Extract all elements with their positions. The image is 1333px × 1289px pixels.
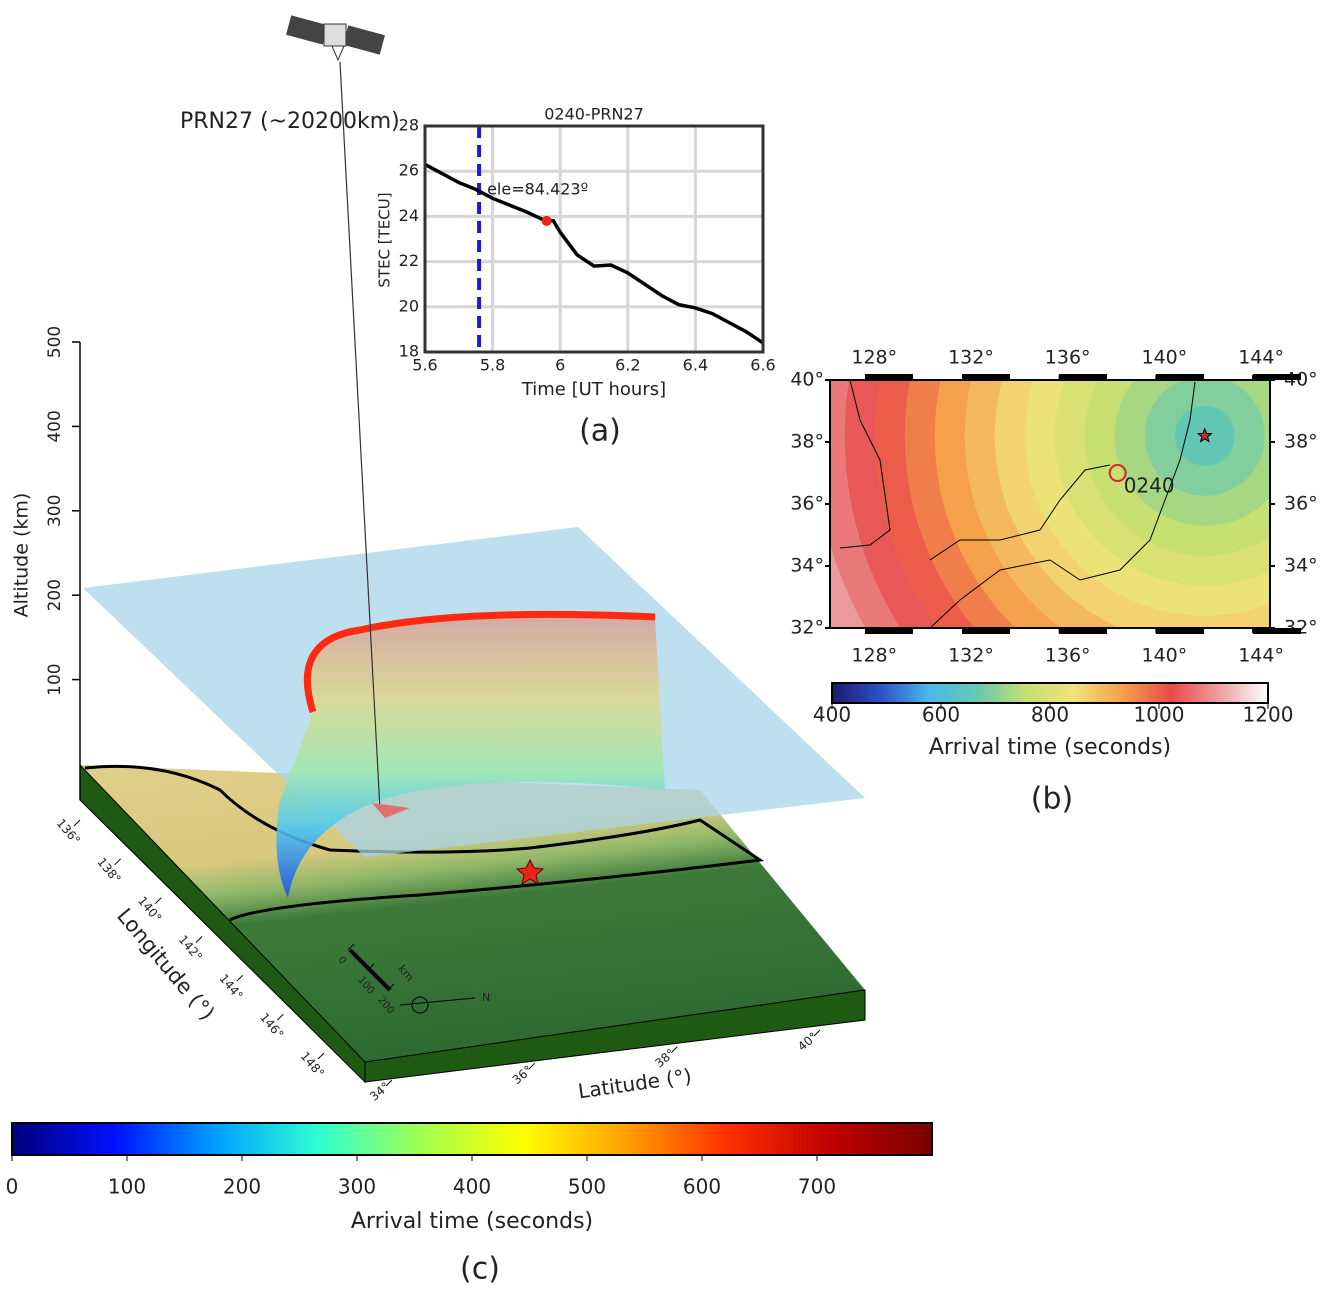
colorbar-tick-label: 200 [223,1175,261,1199]
altitude-tick-label: 200 [45,579,65,611]
frame-dash [1156,628,1204,634]
highlight-point [542,216,552,226]
panel-label: (c) [460,1252,500,1287]
altitude-tick-label: 400 [45,410,65,442]
frame-dash [1156,374,1204,380]
x-tick-label: 136° [1045,347,1091,369]
panel-label: (a) [579,414,621,449]
frame-dash [1059,374,1107,380]
y-tick-label: 38° [790,431,824,453]
colorbar-tick-label: 700 [798,1175,836,1199]
x-tick-label: 128° [851,347,897,369]
y-tick-label: 36° [790,493,824,515]
axis-tick [318,1053,324,1059]
satellite-label: PRN27 (~20200km) [180,109,400,134]
y-tick-label: 18 [399,342,419,361]
x-tick-label: 140° [1141,645,1187,667]
frame-dash [962,374,1010,380]
altitude-label: Altitude (km) [11,493,33,618]
y-axis-label: STEC [TECU] [376,192,394,287]
colorbar [832,683,1268,703]
y-tick-label: 34° [790,555,824,577]
north-label: N [482,991,490,1004]
altitude-tick-label: 100 [45,663,65,695]
colorbar-tick-label: 300 [338,1175,376,1199]
x-tick-label: 136° [1045,645,1091,667]
annotation: ele=84.423º [487,180,588,199]
axis-tick [155,898,161,904]
y-tick-label: 24 [399,206,419,225]
panel-label: (b) [1031,782,1073,817]
x-tick-label: 144° [1238,645,1284,667]
colorbar-label: Arrival time (seconds) [351,1209,593,1234]
colorbar-tick-label: 400 [813,703,851,727]
latitude-label: Latitude (°) [577,1064,694,1104]
y-tick-label: 20 [399,296,419,315]
axis-tick [74,820,80,826]
axis-tick [277,1014,283,1020]
figure: PRN27 (~20200km) Altitude (km) Longitude… [0,0,1333,1289]
station-label: 0240 [1124,474,1175,498]
colorbar [12,1123,932,1155]
y-tick-label: 32° [1284,617,1318,639]
frame-dash [1253,628,1301,634]
x-tick-label: 6.6 [750,356,775,375]
y-tick-label: 40° [790,369,824,391]
y-tick-label: 28 [399,116,419,135]
frame-dash [865,374,913,380]
colorbar-tick-label: 800 [1031,703,1069,727]
x-tick-label: 132° [948,645,994,667]
colorbar-tick-label: 500 [568,1175,606,1199]
colorbar-label: Arrival time (seconds) [929,735,1171,760]
chart-title: 0240-PRN27 [544,105,644,124]
x-tick-label: 132° [948,347,994,369]
colorbar-tick-label: 600 [683,1175,721,1199]
x-tick-label: 6.2 [615,356,640,375]
scene: PRN27 (~20200km) Altitude (km) Longitude… [11,15,866,1103]
axis-tick [196,937,202,943]
colorbar-tick-label: 0 [6,1175,19,1199]
colorbar-tick-label: 600 [922,703,960,727]
y-tick-label: 22 [399,251,419,270]
y-tick-label: 32° [790,617,824,639]
y-tick-label: 34° [1284,555,1318,577]
axis-tick [115,859,121,865]
altitude-tick-label: 500 [45,326,65,358]
satellite [286,15,385,60]
y-tick-label: 26 [399,161,419,180]
x-tick-label: 144° [1238,347,1284,369]
x-tick-label: 128° [851,645,897,667]
plot-frame [425,126,763,352]
stec-line [425,164,763,343]
y-tick-label: 38° [1284,431,1318,453]
frame-dash [962,628,1010,634]
colorbar-tick-label: 400 [453,1175,491,1199]
x-tick-label: 5.8 [480,356,505,375]
frame-dash [865,628,913,634]
colorbar-tick-label: 1000 [1134,703,1185,727]
colorbar-tick-label: 1200 [1243,703,1294,727]
x-tick-label: 140° [1141,347,1187,369]
altitude-tick-label: 300 [45,495,65,527]
frame-dash [1253,374,1301,380]
x-tick-label: 6.4 [683,356,708,375]
axis-tick [237,975,243,981]
x-axis-label: Time [UT hours] [521,379,666,400]
frame-dash [1059,628,1107,634]
colorbar-tick-label: 100 [108,1175,146,1199]
x-tick-label: 6 [555,356,565,375]
y-tick-label: 36° [1284,493,1318,515]
